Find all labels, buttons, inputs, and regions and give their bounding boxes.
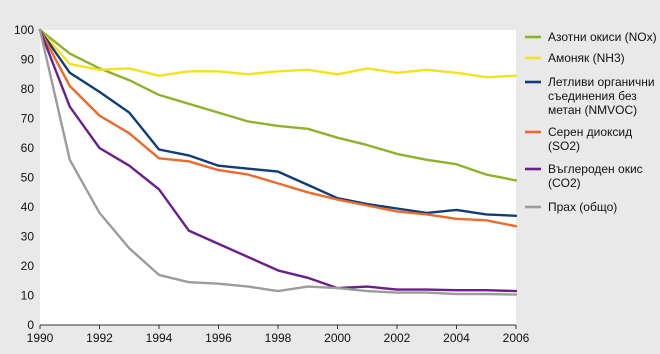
x-tick-label: 2006 <box>503 331 530 345</box>
y-tick-label: 40 <box>21 200 35 214</box>
y-tick-label: 60 <box>21 141 35 155</box>
x-tick-label: 2000 <box>324 331 351 345</box>
legend-label-0: Азотни окиси (NOx) <box>548 30 657 44</box>
y-tick-label: 70 <box>21 112 35 126</box>
x-tick-label: 2004 <box>443 331 470 345</box>
y-tick-label: 100 <box>14 23 34 37</box>
legend-label-2: Летливи органични <box>548 75 655 89</box>
legend-label-5: Прах (общо) <box>548 200 617 214</box>
series-line-0 <box>38 28 518 182</box>
y-axis-ticks: 0 10 20 30 40 50 60 70 80 90 100 <box>14 23 34 332</box>
legend-label-2: съединения без <box>548 89 637 103</box>
series-lines <box>38 28 518 296</box>
y-tick-label: 90 <box>21 53 35 67</box>
legend-label-3: (SO2) <box>548 139 580 153</box>
x-tick-label: 1998 <box>265 331 292 345</box>
legend-label-3: Серен диоксид <box>548 125 632 139</box>
x-tick-label: 1992 <box>86 331 113 345</box>
x-tick-label: 1996 <box>205 331 232 345</box>
x-tick-label: 1994 <box>146 331 173 345</box>
legend-label-4: (CO2) <box>548 176 581 190</box>
x-axis-ticks: 1990 1992 1994 1996 1998 2000 2002 2004 2006 <box>27 325 530 345</box>
y-tick-label: 30 <box>21 230 35 244</box>
series-line-2 <box>38 28 518 218</box>
y-tick-label: 10 <box>21 289 35 303</box>
y-tick-label: 0 <box>27 318 34 332</box>
legend: Азотни окиси (NOx) Амоняк (NH3) Летливи ор… <box>525 30 657 214</box>
plot-area <box>40 30 516 325</box>
legend-label-2: метан (NMVOC) <box>548 103 637 117</box>
legend-label-1: Амоняк (NH3) <box>548 51 625 65</box>
y-tick-label: 50 <box>21 171 35 185</box>
y-tick-label: 80 <box>21 82 35 96</box>
series-line-5 <box>38 28 518 296</box>
series-line-4 <box>38 28 518 293</box>
y-tick-label: 20 <box>21 259 35 273</box>
series-line-3 <box>38 28 518 228</box>
legend-label-4: Въглероден окис <box>548 162 643 176</box>
series-line-1 <box>38 28 518 79</box>
x-tick-label: 2002 <box>384 331 411 345</box>
x-tick-label: 1990 <box>27 331 54 345</box>
